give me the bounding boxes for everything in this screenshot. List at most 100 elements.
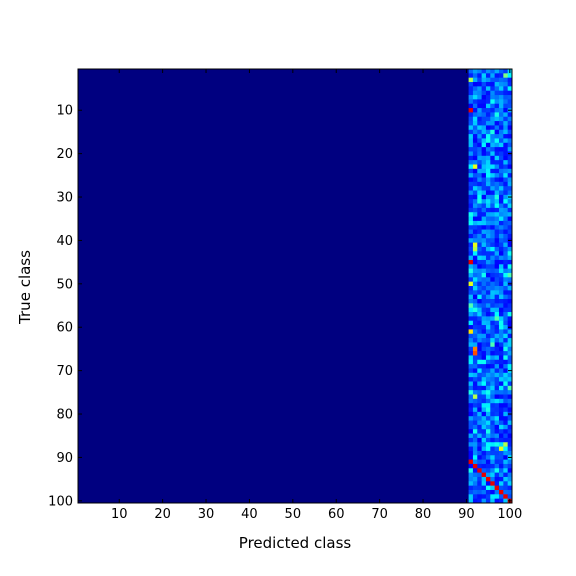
heatmap-cell [468, 125, 474, 131]
heatmap-cell [490, 377, 495, 382]
heatmap-cell [498, 316, 504, 322]
heatmap-cell [481, 225, 487, 230]
heatmap-cell [503, 407, 509, 413]
heatmap-cell [485, 90, 491, 96]
heatmap-cell [477, 433, 482, 439]
heatmap-cell [481, 294, 487, 300]
heatmap-cell [494, 177, 500, 183]
heatmap-cell [490, 437, 495, 443]
heatmap-cell [485, 125, 491, 131]
heatmap-cell [477, 351, 482, 356]
heatmap-cell [472, 398, 478, 404]
heatmap-cell [485, 394, 491, 400]
heatmap-cell [468, 264, 474, 269]
heatmap-cell [503, 481, 509, 486]
heatmap-cell [507, 277, 513, 283]
heatmap-cell [490, 381, 495, 387]
heatmap-cell [494, 316, 500, 322]
heatmap-cell [490, 264, 495, 269]
heatmap-cell [468, 381, 474, 387]
y-axis-ticks: 10 20 30 40 50 60 70 80 90 100 [48, 104, 512, 509]
heatmap-cell [481, 424, 487, 430]
heatmap-cell [490, 372, 495, 378]
heatmap-cell [477, 121, 482, 126]
heatmap-cell [507, 112, 513, 118]
heatmap-cell [481, 73, 487, 79]
heatmap-cell [494, 125, 500, 131]
heatmap-cell [507, 181, 513, 187]
heatmap-cell [481, 333, 487, 339]
heatmap-cell [507, 290, 513, 296]
heatmap-cell [468, 411, 474, 417]
heatmap-cell [468, 351, 474, 356]
heatmap-cell [468, 286, 474, 291]
heatmap-cell [498, 138, 504, 144]
heatmap-cell [490, 485, 495, 491]
heatmap-cell [481, 194, 487, 200]
heatmap-cell [498, 125, 504, 131]
heatmap-cell [481, 121, 487, 126]
heatmap-background [78, 69, 512, 503]
heatmap-cell [498, 246, 504, 252]
heatmap-cell [468, 468, 474, 473]
heatmap-cell [481, 168, 487, 174]
heatmap-cell [503, 455, 509, 460]
heatmap-cell [494, 251, 500, 256]
heatmap-cell [503, 203, 509, 209]
heatmap-cell [503, 429, 509, 434]
heatmap-cell [472, 168, 478, 174]
heatmap-cell [485, 403, 491, 408]
heatmap-cell [472, 181, 478, 187]
heatmap-cell [494, 342, 500, 348]
heatmap-cell [494, 385, 500, 391]
heatmap-cell [503, 394, 509, 400]
heatmap-cell [494, 233, 500, 239]
heatmap-cell [494, 207, 500, 213]
heatmap-cell [472, 489, 478, 495]
heatmap-cell [490, 181, 495, 187]
heatmap-cell [481, 299, 487, 304]
heatmap-cell [485, 368, 491, 374]
heatmap-cell [472, 437, 478, 443]
heatmap-cell [503, 355, 509, 361]
heatmap-cell [507, 481, 513, 486]
heatmap-cell [498, 259, 504, 265]
heatmap-cell [472, 225, 478, 230]
heatmap-cell [503, 307, 509, 313]
heatmap-cell [498, 264, 504, 269]
heatmap-cell [481, 420, 487, 426]
heatmap-cell [468, 281, 474, 287]
heatmap-cell [472, 455, 478, 460]
heatmap-cell [481, 190, 487, 196]
heatmap-cell [503, 134, 509, 139]
heatmap-cell [485, 95, 491, 100]
heatmap-cell [490, 498, 495, 504]
heatmap-cell [481, 303, 487, 309]
heatmap-cell [494, 294, 500, 300]
heatmap-cell [472, 472, 478, 478]
heatmap-cell [503, 290, 509, 296]
heatmap-cell [481, 264, 487, 269]
heatmap-cell [507, 342, 513, 348]
heatmap-cell [498, 368, 504, 374]
heatmap-cell [490, 82, 495, 87]
heatmap-cell [503, 69, 509, 74]
heatmap-cell [472, 294, 478, 300]
heatmap-cell [481, 181, 487, 187]
heatmap-cell [490, 307, 495, 313]
heatmap-cell [472, 112, 478, 118]
heatmap-cell [477, 242, 482, 248]
heatmap-cell [468, 377, 474, 382]
heatmap-cell [472, 351, 478, 356]
heatmap-cell [477, 99, 482, 105]
heatmap-cell [481, 398, 487, 404]
heatmap-cell [485, 155, 491, 161]
heatmap-cell [503, 450, 509, 456]
heatmap-cell [503, 342, 509, 348]
heatmap-cell [477, 272, 482, 278]
heatmap-cell [477, 299, 482, 304]
x-axis-label: Predicted class [239, 534, 352, 552]
heatmap-cell [477, 316, 482, 322]
heatmap-cell [494, 268, 500, 274]
heatmap-cell [468, 416, 474, 421]
